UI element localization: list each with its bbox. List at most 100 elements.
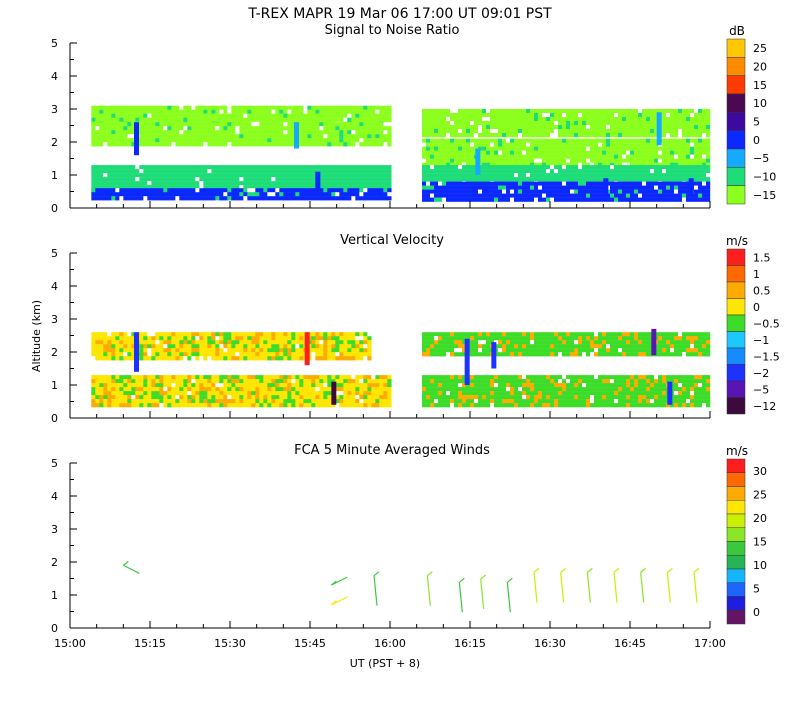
echo-cell (686, 113, 690, 117)
echo-cell (522, 117, 526, 121)
echo-cell (526, 125, 530, 129)
echo-cell (618, 139, 622, 143)
echo-cell (287, 383, 291, 387)
echo-cell (474, 190, 478, 194)
echo-cell (614, 109, 618, 113)
echo-cell (295, 118, 299, 122)
echo-cell (111, 395, 115, 399)
echo-cell (227, 177, 231, 181)
echo-cell (103, 192, 107, 196)
echo-cell (530, 352, 534, 356)
echo-cell (355, 375, 359, 379)
echo-cell (219, 383, 223, 387)
echo-cell (155, 165, 159, 169)
echo-cell (482, 198, 486, 202)
echo-cell (191, 348, 195, 352)
echo-cell (263, 336, 267, 340)
echo-cell (606, 147, 610, 151)
echo-cell (159, 118, 163, 122)
echo-cell (239, 340, 243, 344)
echo-cell (311, 399, 315, 403)
echo-cell (446, 139, 450, 143)
echo-cell (650, 159, 654, 163)
echo-cell (590, 109, 594, 113)
echo-cell (363, 134, 367, 138)
echo-cell (666, 133, 670, 137)
echo-cell (466, 177, 470, 181)
echo-cell (387, 173, 391, 177)
echo-cell (582, 117, 586, 121)
echo-cell (570, 159, 574, 163)
echo-cell (570, 198, 574, 202)
echo-cell (458, 173, 462, 177)
echo-cell (630, 143, 634, 147)
echo-cell (466, 186, 470, 190)
echo-cell (323, 387, 327, 391)
echo-cell (434, 117, 438, 121)
echo-cell (590, 177, 594, 181)
echo-cell (127, 118, 131, 122)
echo-cell (311, 142, 315, 146)
echo-cell (474, 113, 478, 117)
echo-cell (610, 159, 614, 163)
echo-cell (518, 182, 522, 186)
echo-cell (590, 348, 594, 352)
echo-cell (291, 110, 295, 114)
echo-cell (630, 169, 634, 173)
echo-cell (207, 188, 211, 192)
echo-cell (255, 395, 259, 399)
echo-cell (179, 165, 183, 169)
echo-cell (598, 344, 602, 348)
echo-cell (586, 109, 590, 113)
echo-cell (271, 375, 275, 379)
echo-cell (359, 192, 363, 196)
echo-cell (426, 198, 430, 202)
echo-cell (235, 118, 239, 122)
echo-cell (171, 344, 175, 348)
echo-cell (426, 344, 430, 348)
echo-cell (426, 194, 430, 198)
echo-cell (618, 159, 622, 163)
echo-cell (183, 169, 187, 173)
echo-cell (506, 173, 510, 177)
echo-cell (171, 130, 175, 134)
echo-cell (506, 344, 510, 348)
echo-cell (183, 142, 187, 146)
echo-cell (558, 147, 562, 151)
echo-cell (219, 114, 223, 118)
echo-cell (534, 190, 538, 194)
echo-cell (351, 391, 355, 395)
echo-cell (430, 139, 434, 143)
echo-cell (275, 118, 279, 122)
echo-cell (566, 165, 570, 169)
echo-cell (339, 387, 343, 391)
echo-cell (103, 165, 107, 169)
echo-cell (634, 117, 638, 121)
echo-cell (562, 177, 566, 181)
echo-cell (119, 114, 123, 118)
echo-cell (223, 399, 227, 403)
echo-cell (658, 186, 662, 190)
echo-cell (634, 151, 638, 155)
echo-cell (171, 375, 175, 379)
echo-cell (550, 173, 554, 177)
echo-cell (331, 356, 335, 360)
echo-cell (586, 155, 590, 159)
echo-cell (442, 336, 446, 340)
echo-cell (387, 399, 391, 403)
echo-cell (311, 106, 315, 110)
echo-cell (119, 130, 123, 134)
echo-cell (163, 169, 167, 173)
echo-cell (454, 403, 458, 407)
echo-cell (187, 336, 191, 340)
echo-cell (387, 192, 391, 196)
echo-cell (211, 173, 215, 177)
echo-cell (351, 177, 355, 181)
echo-cell (546, 344, 550, 348)
echo-cell (462, 117, 466, 121)
echo-cell (279, 134, 283, 138)
echo-cell (95, 181, 99, 185)
echo-cell (155, 126, 159, 130)
echo-cell (550, 129, 554, 133)
echo-cell (179, 134, 183, 138)
